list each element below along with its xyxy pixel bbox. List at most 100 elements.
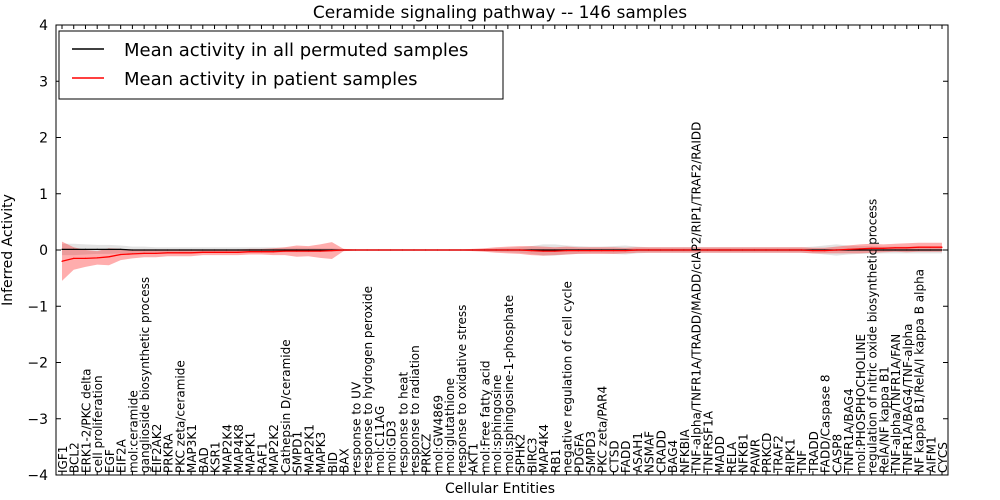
line-patient	[61, 246, 942, 262]
x-tick-label: EIF2A	[115, 438, 129, 473]
x-tick-label: mol:Free fatty acid	[478, 361, 492, 474]
point-permuted	[284, 249, 286, 251]
axes: −4 −3 −2 −1 0 1 2 3 4	[27, 18, 948, 484]
point-permuted	[272, 249, 274, 251]
point-permuted	[941, 249, 943, 251]
x-tick-label: SMPD3	[584, 431, 598, 473]
point-patient	[460, 249, 462, 251]
x-tick-label: MAP2K1	[302, 424, 316, 473]
point-patient	[413, 249, 415, 251]
x-tick-label: regulation of nitric oxide biosynthetic …	[866, 199, 880, 473]
x-tick-label: BAD	[197, 447, 211, 473]
point-patient	[401, 249, 403, 251]
point-patient	[847, 248, 849, 250]
x-tick-label: PRKCD	[760, 433, 774, 473]
x-tick-label: BAG4	[666, 440, 680, 473]
point-permuted	[108, 248, 110, 250]
chart-title: Ceramide signaling pathway -- 146 sample…	[313, 3, 687, 23]
point-patient	[483, 249, 485, 251]
plot-frame	[55, 24, 949, 476]
x-tick-label: response to oxidative stress	[455, 305, 469, 473]
x-tick-label: TNF-alpha/TNFR1A/TRADD/MADD/cIAP2/RIP1/T…	[690, 122, 704, 474]
point-patient	[906, 247, 908, 249]
point-patient	[319, 250, 321, 252]
y-tick-label: −1	[27, 299, 48, 315]
series-lines	[61, 246, 943, 262]
point-patient	[695, 249, 697, 251]
y-tick-label: −4	[27, 468, 48, 484]
x-tick-label: response to radiation	[408, 345, 422, 473]
point-patient	[213, 251, 216, 253]
point-patient	[577, 250, 579, 252]
x-tick-label: EGF	[103, 449, 117, 473]
x-tick-label: mol:GD3	[385, 420, 399, 473]
legend: Mean activity in all permuted samples Me…	[58, 30, 504, 100]
point-permuted	[190, 249, 192, 251]
point-patient	[765, 249, 767, 251]
x-tick-label: TNFRSF1A	[701, 410, 715, 474]
x-tick-label: response to heat	[396, 371, 410, 473]
point-patient	[859, 248, 861, 250]
point-patient	[788, 249, 791, 251]
x-tick-label: mol:sphingosine-1-phosphate	[502, 295, 516, 473]
point-patient	[835, 249, 838, 251]
point-patient	[753, 249, 755, 251]
y-tick-label: −2	[27, 356, 48, 372]
point-permuted	[96, 248, 98, 250]
point-patient	[354, 249, 356, 251]
legend-label-permuted: Mean activity in all permuted samples	[124, 40, 468, 61]
x-tick-label: TNF	[795, 450, 809, 474]
point-patient	[824, 250, 826, 252]
point-patient	[307, 250, 309, 252]
point-permuted	[319, 249, 321, 251]
point-patient	[448, 249, 450, 251]
x-tick-label: KSR1	[209, 442, 223, 473]
point-patient	[671, 249, 673, 251]
point-permuted	[237, 249, 239, 251]
x-tick-label: MAP4K4	[537, 424, 551, 473]
x-tick-label: AIFM1	[924, 436, 938, 473]
x-tick-label: PRKRA	[162, 433, 176, 473]
point-permuted	[225, 249, 227, 251]
x-tick-label: negative regulation of cell cycle	[561, 281, 575, 473]
point-patient	[659, 249, 662, 251]
point-patient	[636, 249, 638, 251]
x-tick-label: PAWR	[748, 439, 762, 473]
point-permuted	[882, 249, 884, 251]
point-patient	[612, 250, 615, 252]
x-tick-label: mol:ceramide	[126, 390, 140, 473]
point-patient	[378, 249, 380, 251]
point-patient	[225, 251, 227, 253]
point-patient	[871, 247, 873, 249]
x-tick-label: FADD/Caspase 8	[819, 374, 833, 473]
point-patient	[108, 256, 110, 258]
point-permuted	[202, 249, 204, 251]
x-tick-label: MAP3K1	[185, 424, 199, 473]
y-tick-label: 4	[39, 18, 48, 34]
point-patient	[601, 250, 603, 252]
point-patient	[61, 260, 63, 262]
x-tick-label: mol:C11AG	[373, 406, 387, 473]
point-patient	[425, 249, 427, 251]
point-patient	[495, 249, 497, 251]
x-tick-label: mol:GW4869	[432, 395, 446, 473]
x-tick-label: NFKB1	[737, 433, 751, 473]
point-permuted	[894, 249, 896, 251]
point-patient	[249, 251, 251, 253]
x-tick-label: ganglioside biosynthetic process	[138, 277, 152, 473]
x-tick-label: response to UV	[349, 381, 363, 473]
point-patient	[202, 251, 204, 253]
point-patient	[882, 247, 884, 249]
point-permuted	[307, 249, 309, 251]
point-patient	[589, 250, 591, 252]
x-tick-label: mol:glutathione	[443, 378, 457, 473]
point-patient	[331, 250, 333, 252]
point-patient	[343, 249, 345, 251]
y-tick-label: 3	[39, 74, 48, 90]
point-patient	[73, 257, 75, 259]
x-tick-label: cell proliferation	[91, 375, 105, 473]
point-patient	[472, 249, 474, 251]
point-patient	[706, 249, 708, 251]
point-patient	[155, 252, 157, 254]
